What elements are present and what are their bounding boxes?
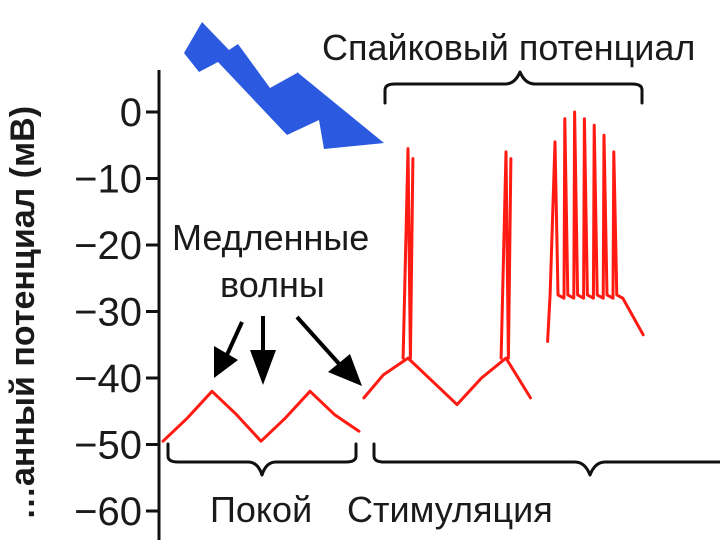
trace-rest	[161, 389, 312, 443]
rest-bracket	[166, 442, 358, 477]
y-tick-label: −50	[74, 424, 142, 468]
y-axis-label: …анный потенциал (мВ)	[4, 106, 42, 520]
trace-spike-burst-3	[546, 110, 645, 343]
slow-waves-label-line2: волны	[220, 264, 325, 305]
y-tick-label: −30	[74, 291, 142, 335]
slow-wave-arrows	[214, 315, 362, 386]
y-tick-label: −20	[74, 224, 142, 268]
y-tick-label: −10	[74, 158, 142, 202]
trace-spike-burst-2	[499, 150, 513, 360]
y-tick-label: −40	[74, 357, 142, 401]
trace-rest	[308, 389, 361, 433]
y-tick-label: 0	[120, 91, 142, 135]
stimulation-bracket	[372, 442, 720, 477]
callout-arrow	[184, 22, 384, 149]
membrane-potential-trace	[161, 110, 645, 443]
trace-spike-burst-1	[401, 147, 415, 360]
rest-label: Покой	[210, 489, 312, 530]
spike-annotation: Спайковый потенциал	[322, 27, 695, 68]
spike-bracket	[383, 70, 644, 105]
y-ticks: 0 −10 −20 −30 −40 −50 −60	[74, 91, 159, 534]
slow-waves-label-line1: Медленные	[172, 217, 369, 258]
trace-stimulation-wave	[362, 356, 532, 407]
stimulation-label: Стимуляция	[347, 489, 553, 530]
y-tick-label: −60	[74, 490, 142, 534]
